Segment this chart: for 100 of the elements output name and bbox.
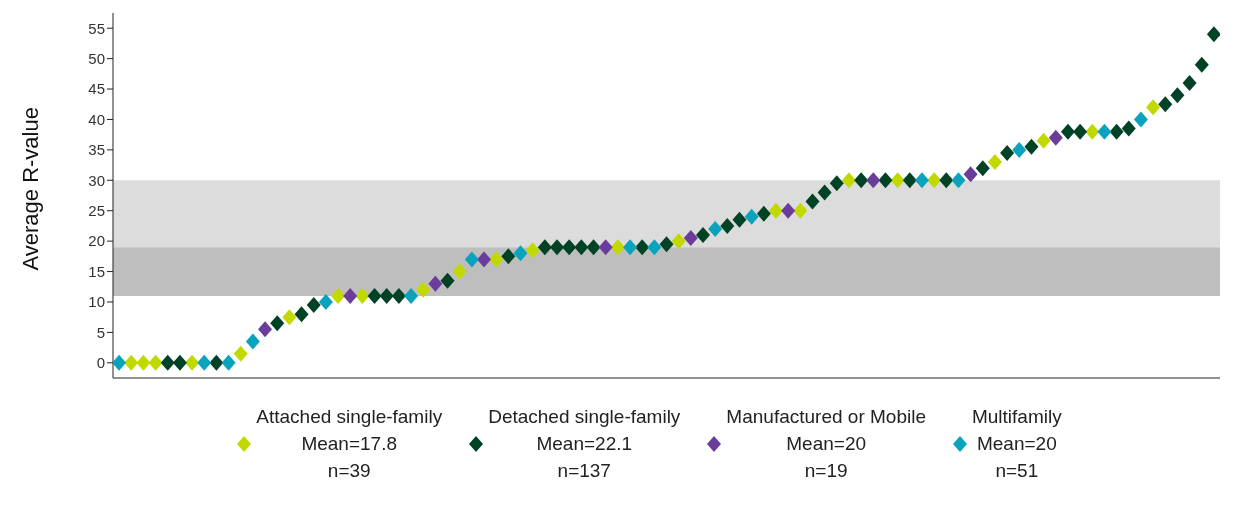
point [513, 245, 528, 262]
point [525, 242, 540, 259]
point [160, 354, 175, 371]
point [1073, 123, 1088, 140]
legend-label: Manufactured or Mobile Mean=20 n=19 [726, 405, 926, 483]
point [452, 263, 467, 280]
point [367, 287, 382, 304]
point [1146, 99, 1161, 116]
point [1036, 132, 1051, 149]
point [562, 239, 577, 256]
point [148, 354, 163, 371]
point [829, 175, 844, 192]
point [185, 354, 200, 371]
point [501, 248, 516, 265]
point [294, 306, 309, 323]
y-tick-label: 55 [88, 19, 105, 37]
point [659, 236, 674, 253]
point [1000, 144, 1015, 161]
point [927, 172, 942, 189]
y-axis-title: Average R-value [17, 107, 43, 271]
point [391, 287, 406, 304]
point [768, 202, 783, 219]
point [914, 172, 929, 189]
point [890, 172, 905, 189]
point [258, 321, 273, 338]
point [209, 354, 224, 371]
point [610, 239, 625, 256]
point [805, 193, 820, 210]
point [1194, 56, 1209, 73]
point [1158, 96, 1173, 113]
point [963, 166, 978, 183]
point [1133, 111, 1148, 128]
point [975, 160, 990, 177]
point [720, 217, 735, 234]
legend-label: Attached single-family Mean=17.8 n=39 [256, 405, 443, 483]
point [817, 184, 832, 201]
point [793, 202, 808, 219]
legend-label: Multifamily Mean=20 n=51 [971, 405, 1062, 483]
point [695, 227, 710, 244]
point [124, 354, 139, 371]
point [1060, 123, 1075, 140]
point [878, 172, 893, 189]
point [1206, 26, 1220, 43]
point [1048, 129, 1063, 146]
point [428, 275, 443, 292]
y-tick-label: 15 [88, 262, 105, 280]
point [355, 287, 370, 304]
point [756, 205, 771, 222]
y-tick-label: 45 [88, 80, 105, 98]
point [939, 172, 954, 189]
point [233, 345, 248, 362]
point [902, 172, 917, 189]
point [306, 297, 321, 313]
y-tick-label: 0 [96, 354, 105, 372]
point [854, 172, 869, 189]
point [683, 230, 698, 247]
point [708, 220, 723, 237]
point [245, 333, 260, 350]
y-tick-label: 10 [88, 293, 105, 311]
point [647, 239, 662, 256]
point [550, 239, 565, 256]
y-tick-label: 40 [88, 110, 105, 128]
y-tick-label: 20 [88, 232, 105, 250]
point [537, 239, 552, 256]
point [951, 172, 966, 189]
y-tick-label: 50 [88, 49, 105, 67]
point [781, 202, 796, 219]
point [574, 239, 589, 256]
point [404, 287, 419, 304]
point [866, 172, 881, 189]
legend-label: Detached single-family Mean=22.1 n=137 [488, 405, 681, 483]
point [489, 251, 504, 268]
point [1085, 123, 1100, 140]
point [113, 354, 127, 371]
point [1097, 123, 1112, 140]
y-tick-label: 5 [96, 323, 105, 341]
point [598, 239, 613, 256]
point [464, 251, 479, 268]
point [987, 154, 1002, 171]
point [270, 315, 285, 332]
point [586, 239, 601, 256]
point [172, 354, 187, 371]
point [671, 233, 686, 250]
y-tick-label: 25 [88, 202, 105, 220]
point [136, 354, 151, 371]
point [1024, 138, 1039, 155]
point [1012, 141, 1027, 158]
point [282, 309, 297, 326]
point [1109, 123, 1124, 140]
point [635, 239, 650, 256]
point [744, 208, 759, 225]
point [318, 293, 333, 310]
point [1170, 87, 1185, 104]
point [343, 287, 358, 304]
point [197, 354, 212, 371]
point [331, 287, 346, 304]
point [221, 354, 236, 371]
point [477, 251, 492, 268]
y-tick-label: 30 [88, 171, 105, 189]
point [379, 287, 394, 304]
